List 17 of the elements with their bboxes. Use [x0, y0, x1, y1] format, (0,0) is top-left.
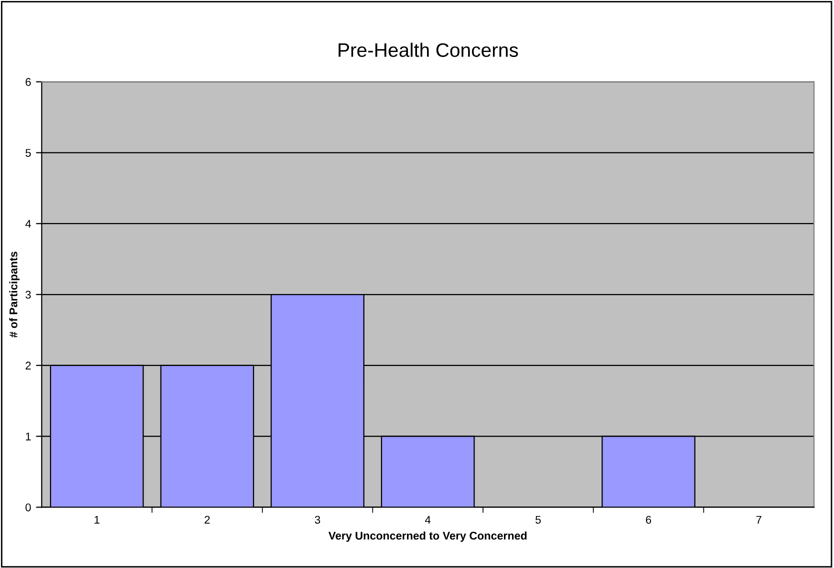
y-tick-label: 5 — [26, 149, 31, 157]
x-tick-label: 4 — [425, 516, 431, 524]
x-tick-label: 7 — [756, 516, 762, 524]
chart-title: Pre-Health Concerns — [338, 42, 518, 57]
y-tick-label: 0 — [26, 503, 31, 512]
y-tick-label: 3 — [26, 290, 31, 299]
x-tick-label: 6 — [646, 516, 652, 524]
x-tick-label: 3 — [314, 516, 320, 524]
x-tick-label: 5 — [536, 516, 541, 524]
y-tick-label: 1 — [26, 432, 31, 440]
y-tick-label: 4 — [25, 220, 31, 228]
x-tick-label: 2 — [204, 516, 210, 524]
y-axis-title: # of Participants — [9, 252, 20, 338]
y-tick-label: 2 — [26, 362, 31, 370]
y-tick-label: 6 — [26, 78, 31, 86]
x-tick-label: 1 — [94, 516, 100, 524]
x-axis-title: Very Unconcerned to Very Concerned — [328, 531, 527, 542]
